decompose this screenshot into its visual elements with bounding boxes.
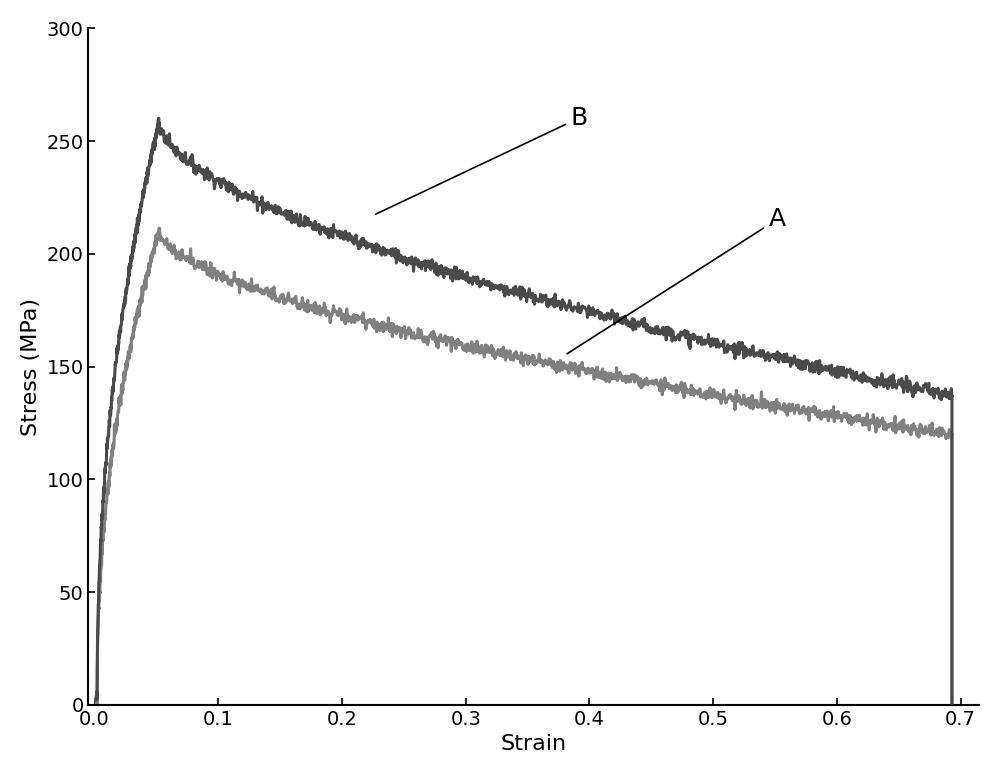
X-axis label: Strain: Strain	[501, 734, 567, 754]
Text: A: A	[567, 207, 786, 353]
Y-axis label: Stress (MPa): Stress (MPa)	[21, 298, 41, 436]
Text: B: B	[375, 106, 588, 214]
